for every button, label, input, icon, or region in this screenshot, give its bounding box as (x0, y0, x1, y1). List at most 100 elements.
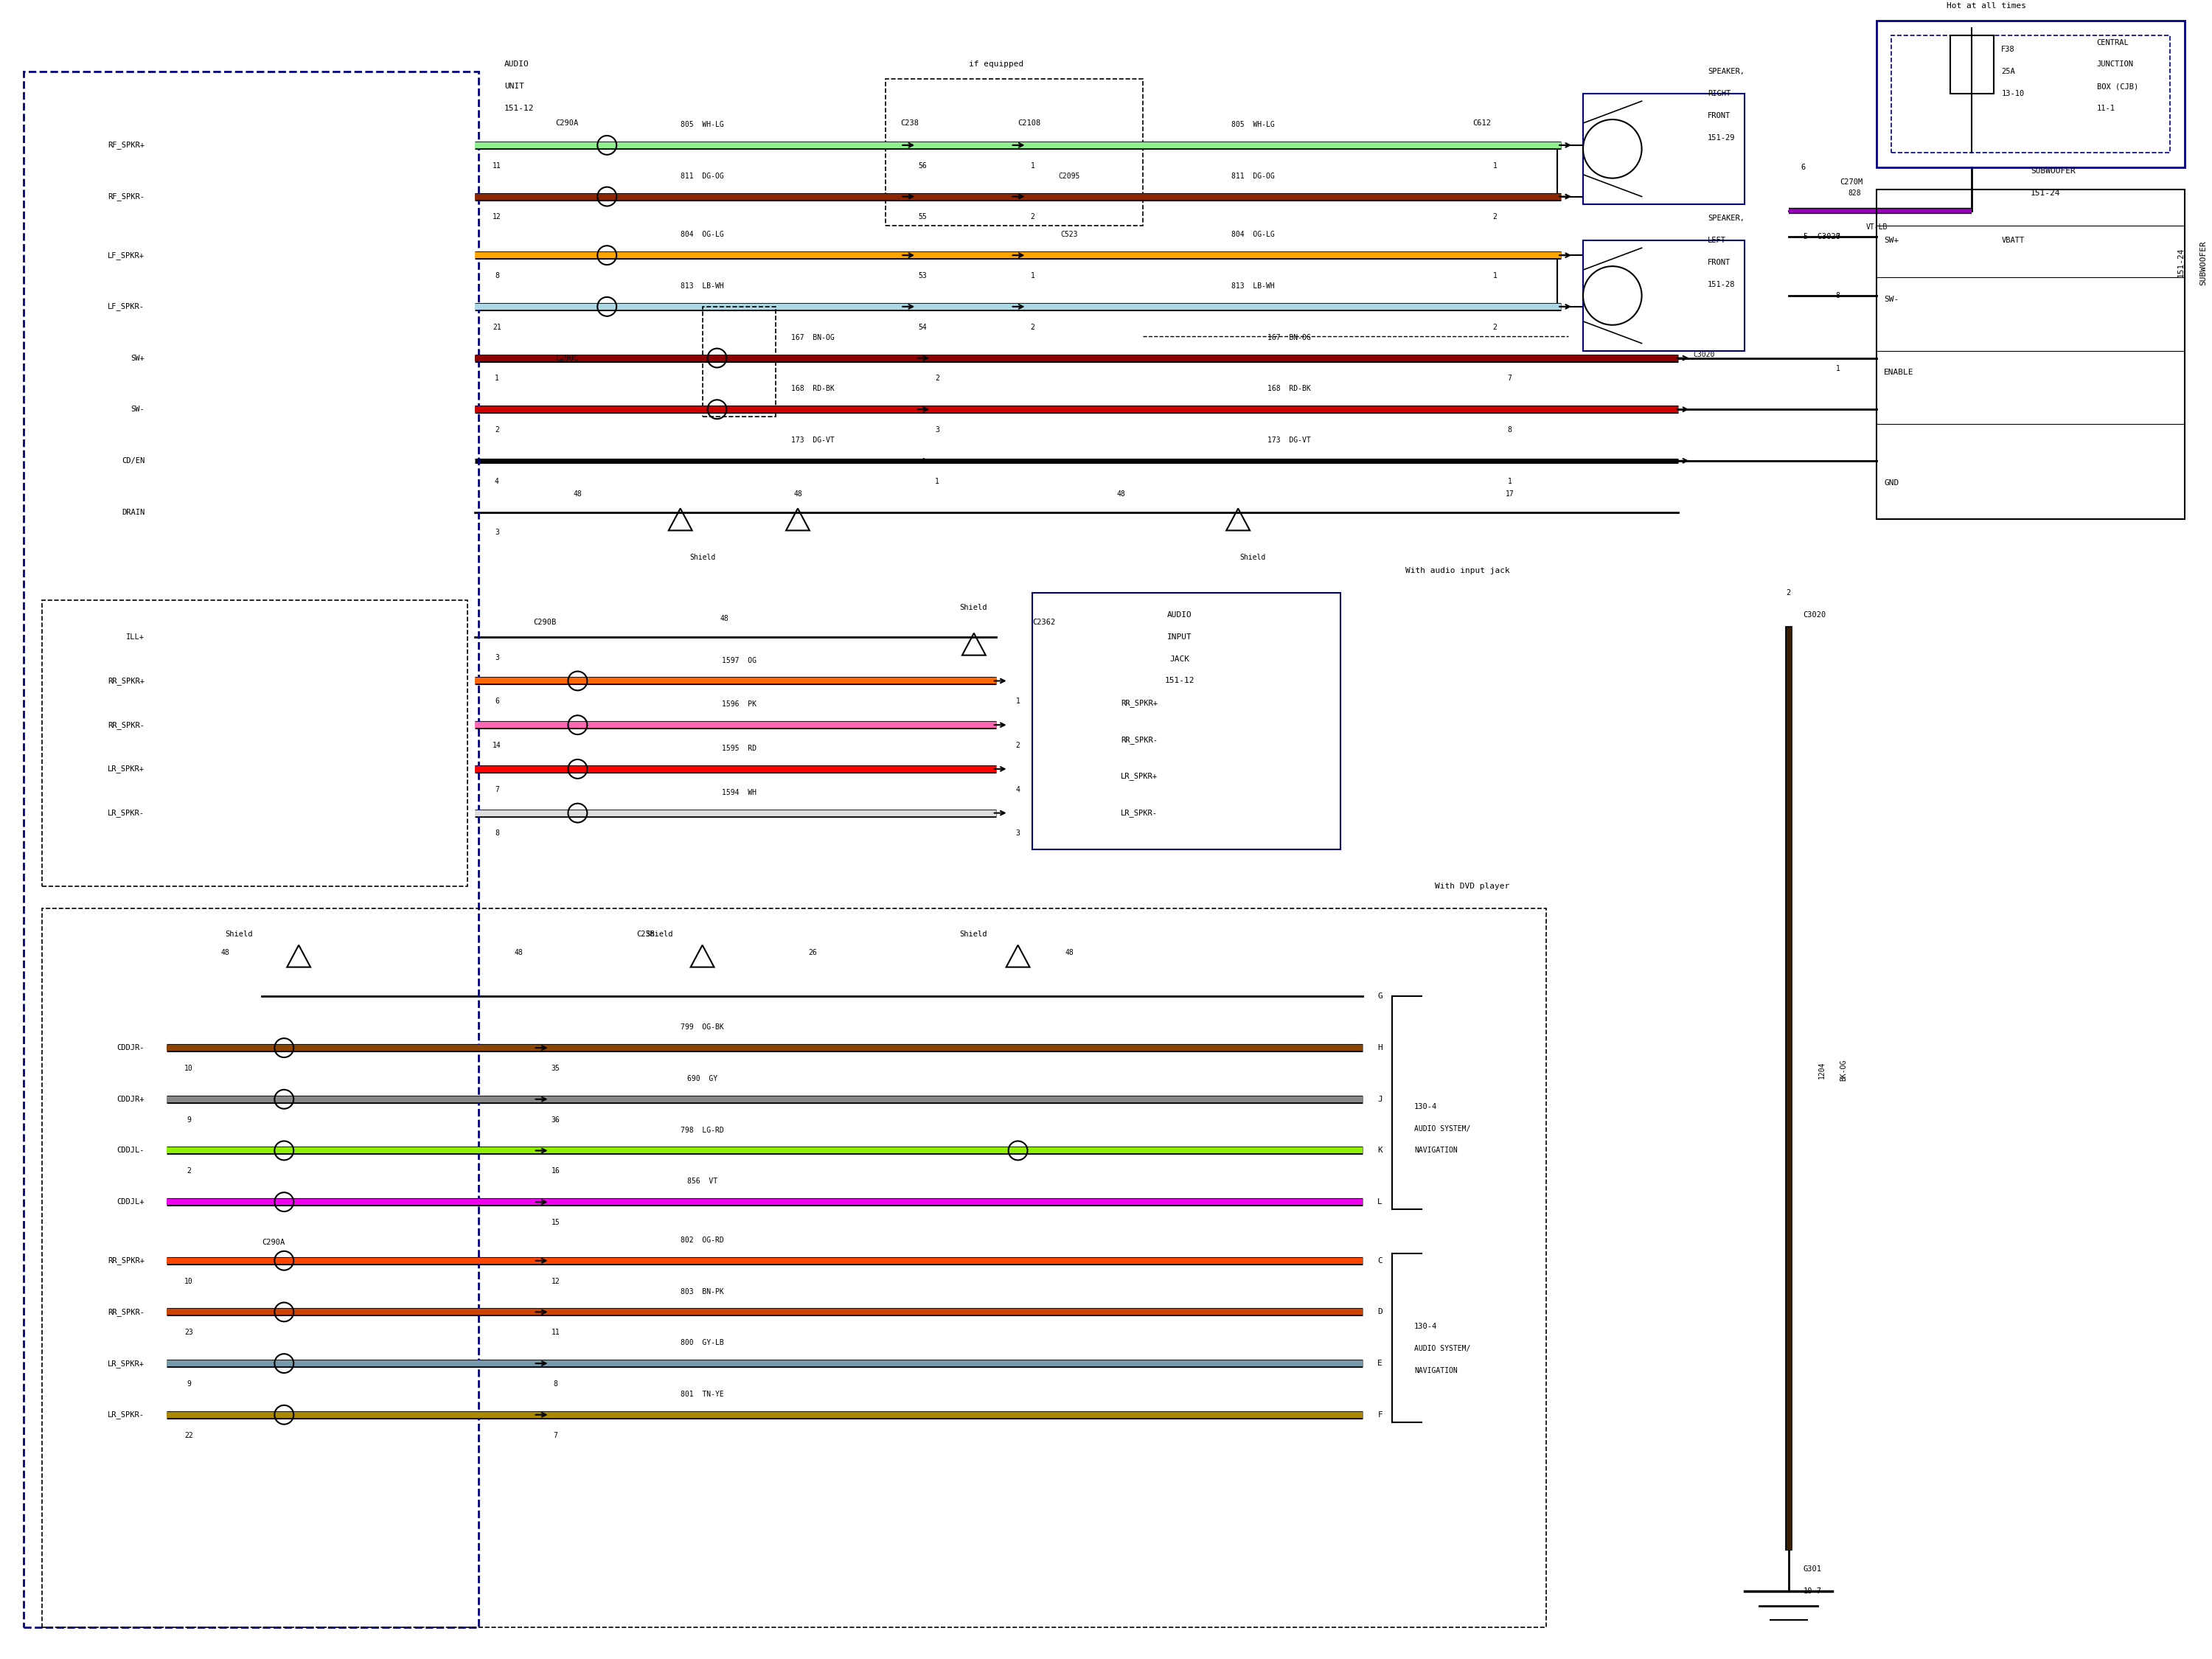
Text: C290C: C290C (555, 355, 580, 362)
Bar (885, 80, 1144, 226)
Text: 4: 4 (495, 478, 500, 484)
Text: RR_SPKR+: RR_SPKR+ (1121, 698, 1157, 707)
Text: 8: 8 (1836, 292, 1840, 299)
Text: 690  GY: 690 GY (688, 1075, 717, 1082)
Text: 1596  PK: 1596 PK (721, 700, 757, 708)
Text: LF_SPKR+: LF_SPKR+ (108, 251, 144, 259)
Text: C612: C612 (1473, 119, 1491, 126)
Text: 2: 2 (1031, 214, 1035, 221)
Bar (1891, 35, 2170, 153)
Text: 151-12: 151-12 (504, 105, 533, 113)
Text: 12: 12 (551, 1277, 560, 1284)
Text: 15: 15 (551, 1219, 560, 1226)
Text: 48: 48 (515, 949, 524, 956)
Text: LR_SPKR+: LR_SPKR+ (108, 1359, 144, 1367)
Text: G: G (1378, 992, 1382, 1000)
Text: SPEAKER,: SPEAKER, (1708, 68, 1745, 75)
Text: RIGHT: RIGHT (1708, 90, 1730, 98)
Text: SPEAKER,: SPEAKER, (1708, 216, 1745, 222)
Bar (1584, 241, 1745, 350)
Text: SW-: SW- (1885, 295, 1898, 304)
Text: 9: 9 (186, 1380, 190, 1387)
Text: CDDJL+: CDDJL+ (117, 1198, 144, 1206)
Text: 11-1: 11-1 (2097, 105, 2115, 113)
Text: 48: 48 (721, 615, 728, 622)
Text: 21: 21 (493, 324, 502, 330)
Bar (1584, 95, 1745, 204)
Text: LR_SPKR+: LR_SPKR+ (1121, 773, 1157, 780)
Text: D: D (1378, 1309, 1382, 1316)
Text: RF_SPKR+: RF_SPKR+ (108, 141, 144, 149)
Text: F: F (1378, 1412, 1382, 1418)
Text: 6: 6 (1801, 164, 1805, 171)
Text: 8: 8 (495, 830, 500, 838)
Text: AUDIO SYSTEM/: AUDIO SYSTEM/ (1413, 1345, 1471, 1352)
Text: 811  DG-OG: 811 DG-OG (681, 173, 723, 179)
Text: JACK: JACK (1170, 655, 1190, 662)
Text: BOX (CJB): BOX (CJB) (2097, 83, 2139, 90)
Text: INPUT: INPUT (1168, 634, 1192, 640)
Text: 3: 3 (495, 529, 500, 536)
Text: C: C (1378, 1258, 1382, 1264)
Text: 7: 7 (495, 786, 500, 793)
Bar (1951, 35, 1993, 95)
Text: LEFT: LEFT (1708, 237, 1725, 244)
Text: 36: 36 (551, 1117, 560, 1123)
Text: RR_SPKR-: RR_SPKR- (1121, 735, 1157, 743)
Text: 11: 11 (551, 1329, 560, 1335)
Text: 803  BN-PK: 803 BN-PK (681, 1287, 723, 1296)
Text: 2: 2 (1493, 214, 1498, 221)
Text: CENTRAL: CENTRAL (2097, 38, 2128, 46)
Text: 48: 48 (1117, 489, 1126, 498)
Text: GND: GND (1885, 479, 1898, 486)
Text: C3020: C3020 (1803, 611, 1827, 619)
Text: LF_SPKR-: LF_SPKR- (108, 302, 144, 310)
Text: C290A: C290A (555, 119, 580, 126)
Text: ENABLE: ENABLE (1885, 368, 1913, 377)
Text: 26: 26 (807, 949, 816, 956)
Text: G301: G301 (1803, 1564, 1823, 1573)
Text: SUBWOOFER: SUBWOOFER (2199, 241, 2208, 285)
Text: FRONT: FRONT (1708, 259, 1730, 267)
Text: E: E (1378, 1360, 1382, 1367)
Bar (1876, 189, 2185, 519)
Text: 173  DG-VT: 173 DG-VT (792, 436, 834, 445)
Text: if equipped: if equipped (969, 61, 1024, 68)
Text: 5  C3020: 5 C3020 (1803, 234, 1840, 241)
Text: 2: 2 (1015, 742, 1020, 750)
Text: C2095: C2095 (1060, 173, 1079, 179)
Text: 48: 48 (794, 489, 803, 498)
Text: SW+: SW+ (1885, 237, 1898, 244)
Text: C238: C238 (900, 119, 918, 126)
Text: SUBWOOFER: SUBWOOFER (2031, 168, 2075, 174)
Text: SW+: SW+ (131, 355, 144, 362)
Text: 16: 16 (551, 1168, 560, 1175)
Text: 10-7: 10-7 (1803, 1588, 1823, 1594)
Text: C270M: C270M (1840, 178, 1863, 186)
Text: 1594  WH: 1594 WH (721, 788, 757, 796)
Text: 35: 35 (551, 1065, 560, 1072)
Text: 813  LB-WH: 813 LB-WH (1232, 282, 1274, 290)
Text: 23: 23 (184, 1329, 192, 1335)
Text: 14: 14 (493, 742, 502, 750)
Text: 1: 1 (1031, 163, 1035, 169)
Text: NAVIGATION: NAVIGATION (1413, 1146, 1458, 1155)
Text: CD/EN: CD/EN (122, 456, 144, 465)
Text: 802  OG-RD: 802 OG-RD (681, 1236, 723, 1244)
Text: 800  GY-LB: 800 GY-LB (681, 1339, 723, 1347)
Text: VT-LB: VT-LB (1865, 224, 1887, 231)
Text: 48: 48 (1064, 949, 1073, 956)
Text: Shield: Shield (960, 604, 987, 611)
Text: RF_SPKR-: RF_SPKR- (108, 192, 144, 201)
Text: LR_SPKR-: LR_SPKR- (108, 1410, 144, 1418)
Text: Shield: Shield (646, 931, 672, 937)
Text: H: H (1378, 1044, 1382, 1052)
Text: 2: 2 (495, 426, 500, 433)
Text: RR_SPKR-: RR_SPKR- (108, 1307, 144, 1316)
Text: 2: 2 (1787, 589, 1792, 597)
Text: 804  OG-LG: 804 OG-LG (1232, 231, 1274, 239)
Text: 3: 3 (936, 426, 940, 433)
Text: CDDJR-: CDDJR- (117, 1044, 144, 1052)
Text: 22: 22 (184, 1432, 192, 1438)
Text: 1: 1 (1506, 478, 1511, 484)
